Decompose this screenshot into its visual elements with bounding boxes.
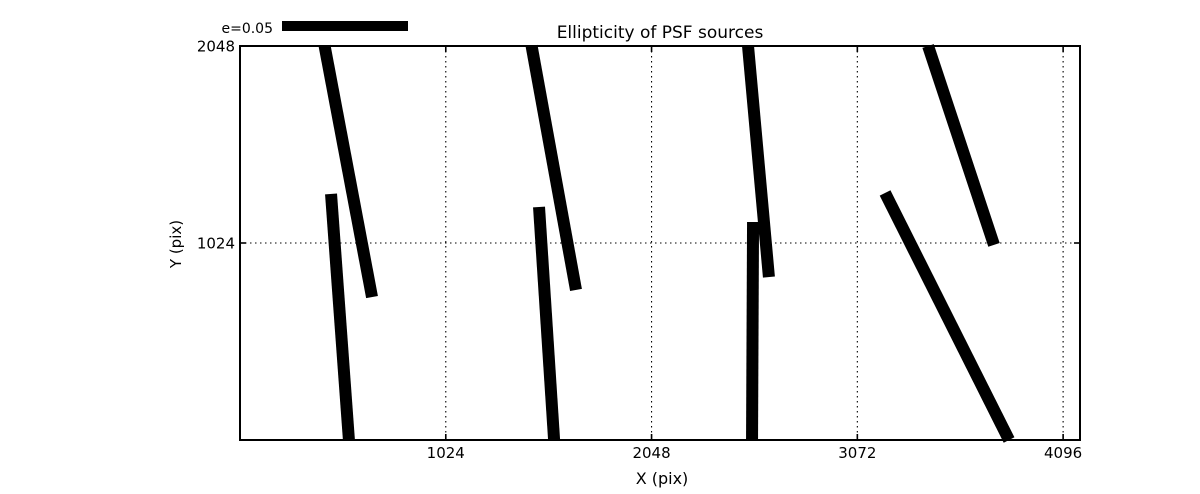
x-tick-label-1024: 1024 — [427, 444, 465, 462]
whisker-segment-5 — [742, 45, 775, 278]
legend-scale-bar — [282, 21, 408, 31]
whisker-segment-7 — [922, 44, 1000, 247]
whisker-segment-8 — [879, 190, 1015, 443]
whisker-segment-6 — [746, 222, 760, 441]
x-tick-label-4096: 4096 — [1044, 444, 1082, 462]
x-axis-label: X (pix) — [636, 469, 689, 488]
y-axis-label: Y (pix) — [167, 220, 185, 269]
y-tick-label-2048: 2048 — [197, 37, 235, 55]
whisker-segment-2 — [325, 193, 355, 441]
legend-label: e=0.05 — [221, 21, 273, 37]
x-tick-label-3072: 3072 — [838, 444, 876, 462]
whisker-segment-4 — [533, 206, 561, 441]
whisker-segment-1 — [318, 44, 378, 299]
whisker-segment-3 — [525, 44, 582, 292]
y-tick-label-1024: 1024 — [197, 234, 235, 252]
x-tick-label-2048: 2048 — [632, 444, 670, 462]
plot-title: Ellipticity of PSF sources — [557, 23, 764, 43]
